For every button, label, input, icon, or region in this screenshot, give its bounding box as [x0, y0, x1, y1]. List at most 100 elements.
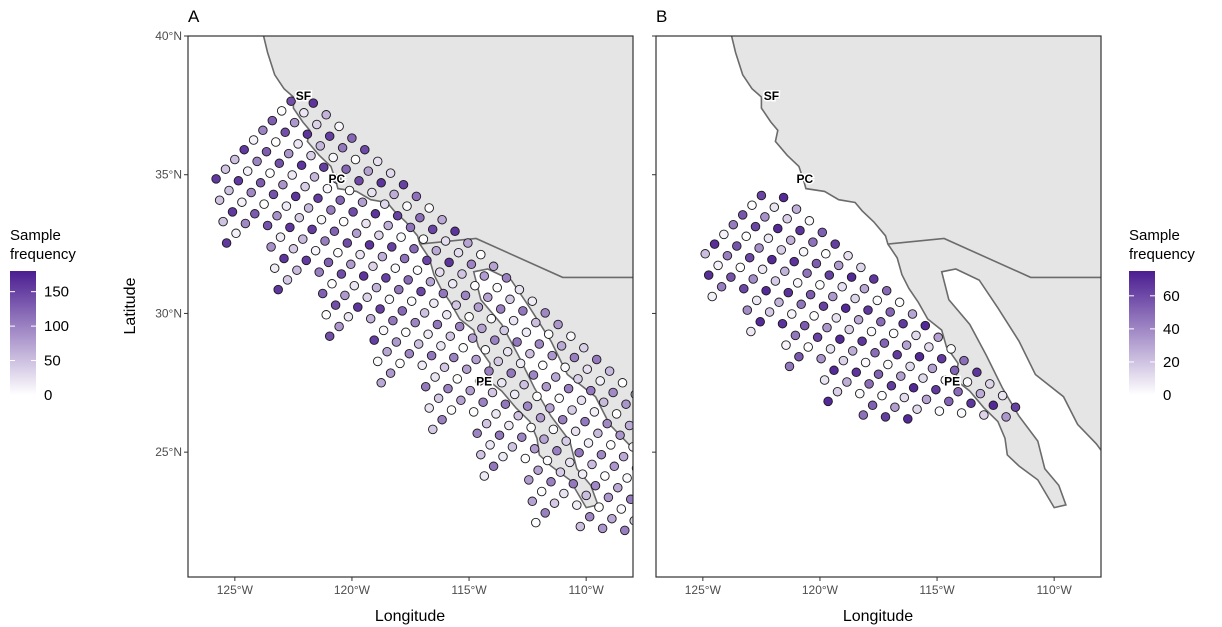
sample-station	[521, 327, 532, 338]
sample-station	[379, 199, 390, 209]
sample-station	[933, 332, 943, 343]
sample-station	[218, 216, 228, 227]
sample-station	[326, 205, 336, 215]
sample-station	[781, 340, 791, 350]
sample-station	[837, 282, 847, 292]
legend-b-colorbar	[1129, 271, 1155, 395]
legend-panel-a: Sample frequency 150 100 50 0	[10, 227, 76, 404]
sample-station	[372, 156, 383, 167]
sample-station	[838, 355, 849, 366]
sample-station	[346, 259, 356, 270]
sample-station	[607, 513, 617, 524]
x-tick-label: 125°W	[217, 583, 254, 597]
sample-station	[211, 174, 221, 184]
sample-station	[283, 148, 294, 159]
legend-a-colorbar	[10, 271, 36, 395]
sample-station	[860, 357, 871, 368]
sample-station	[301, 255, 312, 266]
sample-station	[404, 348, 415, 359]
sample-station	[638, 433, 647, 442]
sample-station	[360, 144, 370, 155]
sample-station	[296, 160, 307, 171]
sample-station	[580, 416, 590, 427]
sample-station	[440, 236, 451, 246]
sample-station	[832, 386, 843, 397]
sample-station	[525, 348, 535, 359]
sample-station	[272, 211, 282, 221]
sample-station	[321, 310, 331, 320]
sample-station	[348, 207, 358, 217]
sample-station	[883, 359, 893, 370]
sample-station	[323, 257, 334, 268]
sample-station	[559, 488, 569, 499]
sample-station	[602, 418, 612, 429]
sample-station	[307, 224, 317, 235]
sample-station	[431, 245, 442, 256]
sample-station	[221, 238, 232, 248]
sample-station	[363, 166, 374, 176]
sample-station	[471, 354, 481, 365]
sample-station	[940, 375, 951, 385]
y-tick-label: 30°N	[155, 306, 182, 320]
sample-station	[557, 414, 568, 425]
sample-station	[550, 372, 561, 382]
sample-station	[535, 413, 546, 423]
sample-station	[442, 310, 452, 320]
sample-station	[812, 332, 823, 343]
sample-station	[403, 275, 413, 285]
sample-station	[354, 176, 364, 186]
sample-station	[581, 490, 591, 501]
sample-station	[784, 361, 795, 372]
sample-station	[335, 195, 345, 205]
sample-station	[789, 256, 799, 267]
sample-station	[847, 346, 858, 356]
sample-station	[587, 459, 597, 470]
panel-a-y-ticks: 40°N 35°N 30°N 25°N	[155, 29, 188, 459]
sample-station	[390, 263, 401, 273]
sample-station	[890, 402, 900, 412]
sample-station	[931, 384, 941, 395]
sample-station	[997, 390, 1008, 401]
sample-station	[728, 219, 739, 230]
sample-station	[907, 309, 918, 319]
sample-station	[570, 426, 581, 437]
sample-station	[330, 300, 341, 310]
panel-b-border	[655, 35, 1102, 578]
sample-station	[319, 162, 329, 172]
sample-station	[777, 318, 788, 329]
panel-b-land	[730, 36, 1101, 509]
sample-station	[792, 278, 803, 288]
sample-station	[280, 127, 290, 138]
sample-station	[843, 250, 853, 261]
sample-station	[412, 265, 423, 275]
sample-station	[524, 475, 534, 485]
sample-station	[791, 204, 802, 214]
sample-station	[394, 284, 404, 295]
sample-station	[844, 324, 854, 335]
sample-station	[979, 410, 989, 420]
sample-station	[261, 146, 272, 157]
sample-station	[751, 295, 762, 306]
sample-station	[429, 298, 439, 308]
sample-station	[898, 318, 908, 329]
sample-station	[628, 442, 633, 452]
sample-station	[289, 117, 300, 128]
sample-station	[709, 239, 720, 249]
sample-station	[406, 296, 417, 306]
sample-station	[464, 312, 474, 322]
sample-station	[259, 199, 269, 209]
sample-station	[526, 422, 536, 433]
sample-station	[568, 479, 579, 489]
x-tick-label: 115°W	[919, 583, 955, 597]
sample-station	[370, 209, 381, 219]
sample-station	[347, 133, 357, 143]
sample-station	[851, 367, 862, 378]
sample-station	[866, 326, 877, 337]
sample-station	[533, 465, 543, 475]
sample-station	[294, 212, 305, 223]
land-mass	[262, 36, 633, 509]
sample-station	[778, 192, 789, 203]
sample-station	[956, 408, 967, 418]
sample-station	[514, 284, 525, 295]
sample-station	[299, 108, 309, 118]
